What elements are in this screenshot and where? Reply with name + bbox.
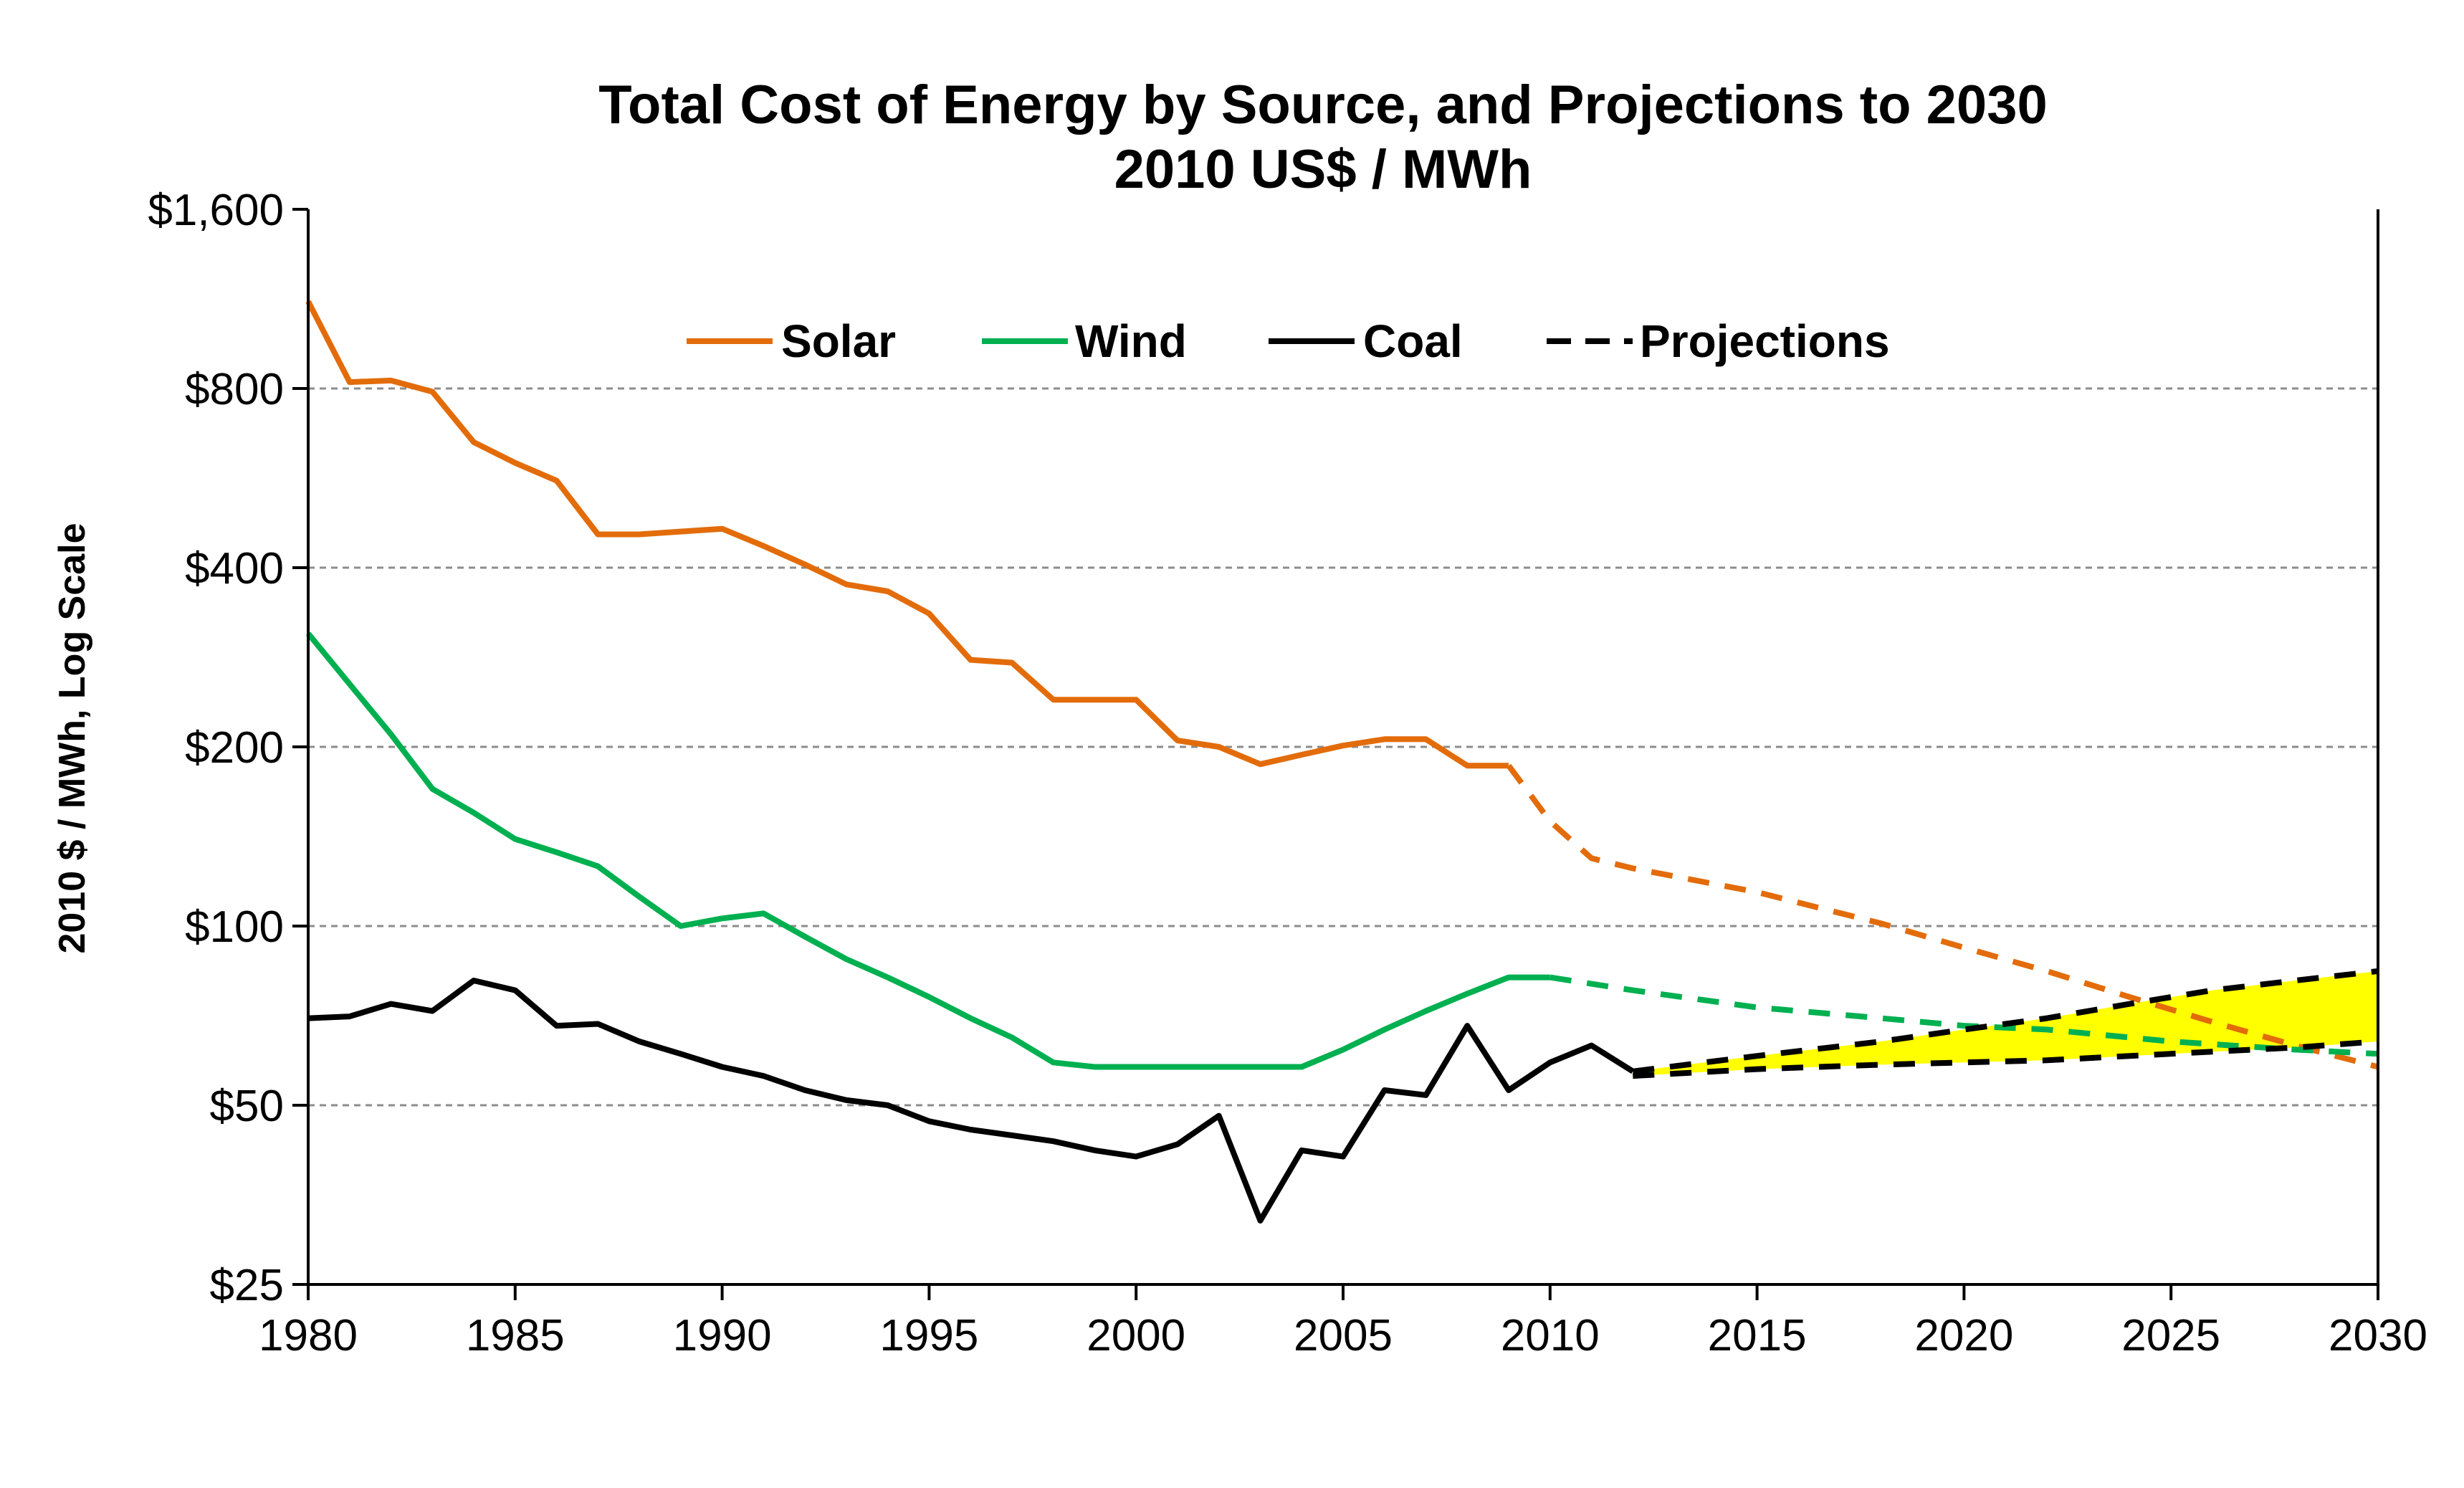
x-tick-label-9: 2025 bbox=[2121, 1311, 2220, 1360]
y-tick-label-4: $400 bbox=[185, 544, 284, 593]
y-tick-label-6: $1,600 bbox=[148, 186, 284, 235]
series-lines bbox=[305, 300, 2379, 1224]
x-tick-label-5: 2005 bbox=[1294, 1311, 1393, 1360]
x-tick-label-0: 1980 bbox=[259, 1311, 358, 1360]
series-line-wind-projection bbox=[1549, 974, 2379, 1057]
series-line-projection-upper bbox=[1632, 968, 2379, 1074]
x-tick-label-4: 2000 bbox=[1087, 1311, 1185, 1360]
x-axis-ticks: 1980 1985 1990 1995 2000 2005 2010 2015 2020 2025… bbox=[259, 1284, 2427, 1360]
legend: Solar Wind Coal Projections bbox=[687, 315, 1890, 367]
x-tick-label-6: 2010 bbox=[1501, 1311, 1600, 1360]
series-line-coal bbox=[307, 978, 1635, 1224]
x-tick-label-2: 1990 bbox=[673, 1311, 772, 1360]
series-line-projection-lower bbox=[1633, 1039, 2379, 1079]
chart-title: Total Cost of Energy by Source, and Proj… bbox=[598, 75, 2047, 135]
y-tick-label-5: $800 bbox=[185, 365, 284, 414]
x-tick-label-7: 2015 bbox=[1708, 1311, 1807, 1360]
series-line-solar-projection bbox=[1506, 763, 2379, 1070]
legend-label-wind: Wind bbox=[1075, 315, 1187, 367]
x-tick-label-3: 1995 bbox=[879, 1311, 978, 1360]
series-line-wind bbox=[305, 631, 1550, 1070]
y-tick-label-3: $200 bbox=[185, 723, 284, 773]
y-axis-label: 2010 $ / MWh, Log Scale bbox=[52, 523, 93, 953]
x-tick-label-8: 2020 bbox=[1914, 1311, 2013, 1360]
y-tick-label-1: $50 bbox=[210, 1082, 284, 1131]
y-tick-label-0: $25 bbox=[210, 1261, 284, 1310]
legend-label-coal: Coal bbox=[1363, 315, 1463, 367]
x-tick-label-1: 1985 bbox=[466, 1311, 565, 1360]
series-line-solar bbox=[305, 300, 1509, 769]
y-axis-ticks: $25 $50 $100 $200 $400 $800 $1,600 bbox=[148, 186, 308, 1310]
x-tick-label-10: 2030 bbox=[2329, 1311, 2427, 1360]
y-tick-label-2: $100 bbox=[185, 902, 284, 952]
chart-subtitle: 2010 US$ / MWh bbox=[1114, 139, 1532, 200]
legend-label-projections: Projections bbox=[1640, 315, 1890, 367]
legend-label-solar: Solar bbox=[781, 315, 896, 367]
